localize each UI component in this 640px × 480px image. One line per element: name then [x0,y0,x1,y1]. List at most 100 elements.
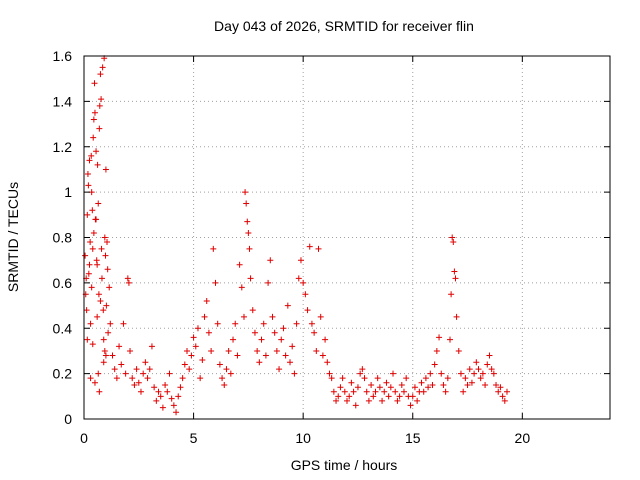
data-point [457,370,464,377]
data-point [236,261,243,268]
data-point [370,393,377,400]
data-point [105,329,112,336]
data-point [214,320,221,327]
data-point [148,343,155,350]
data-point [341,388,348,395]
data-point [95,291,102,298]
data-point [407,402,414,409]
data-point [344,397,350,404]
data-point [188,352,195,359]
data-point [276,366,283,373]
data-point [91,379,98,386]
data-point [482,381,489,388]
data-point [88,152,95,159]
data-point [468,379,475,386]
data-point [339,375,346,382]
data-point [116,343,123,350]
data-point [451,268,458,275]
data-point [328,375,335,382]
data-point [101,347,108,354]
data-point [311,329,318,336]
data-point [102,352,109,359]
data-point [414,397,421,404]
data-point [164,388,171,395]
data-point [109,352,116,359]
data-point [96,102,103,109]
data-point [497,384,504,391]
data-point [85,182,92,189]
data-point [100,359,107,366]
data-point [363,388,370,395]
data-point [495,388,502,395]
data-point [90,116,97,123]
data-point [98,96,105,103]
data-point [212,279,219,286]
data-point [308,320,315,327]
data-point [350,388,357,395]
y-tick-label: 0 [64,411,72,427]
chart-title: Day 043 of 2026, SRMTID for receiver fli… [214,18,474,34]
data-point [403,375,410,382]
data-point [87,239,94,246]
x-tick-label: 5 [190,430,198,446]
data-point [425,384,432,391]
data-point [227,370,234,377]
data-point [113,375,120,382]
data-point [477,375,484,382]
data-point [269,313,276,320]
data-point [151,384,158,391]
data-point [267,257,274,264]
data-point [418,379,425,386]
data-point [438,370,445,377]
data-point [84,170,91,177]
data-point [101,234,108,241]
data-point [140,370,147,377]
data-point [98,275,105,282]
data-point [431,361,438,368]
y-tick-label: 0.6 [53,275,73,291]
data-point [234,352,241,359]
data-point [97,71,104,78]
data-point [179,375,186,382]
data-point [390,370,397,377]
data-point [100,336,107,343]
data-point [265,279,272,286]
data-point [89,245,96,252]
data-point [190,334,197,341]
data-point [333,397,340,404]
data-point [232,320,239,327]
data-point [249,307,256,314]
data-point [246,245,253,252]
x-tick-label: 15 [405,430,421,446]
data-point [127,347,134,354]
data-point [291,370,298,377]
data-point [221,381,228,388]
data-point [256,359,263,366]
data-point [197,375,204,382]
data-point [251,329,258,336]
data-point [444,375,451,382]
data-point [501,397,508,404]
data-point [365,397,372,404]
data-point [383,379,390,386]
data-point [295,275,302,282]
data-point [394,397,401,404]
data-point [473,359,480,366]
data-point [448,291,455,298]
data-point [225,347,232,354]
data-point [159,404,166,411]
data-point [230,336,237,343]
data-point [93,148,100,155]
data-point [326,370,333,377]
data-point [94,161,101,168]
data-point [118,361,125,368]
data-point [306,243,313,250]
data-point [352,402,359,409]
data-point [97,298,104,305]
data-point [304,307,311,314]
data-point [146,366,153,373]
data-point [374,375,381,382]
data-point [99,64,106,71]
data-point [429,381,436,388]
data-point [85,270,92,277]
